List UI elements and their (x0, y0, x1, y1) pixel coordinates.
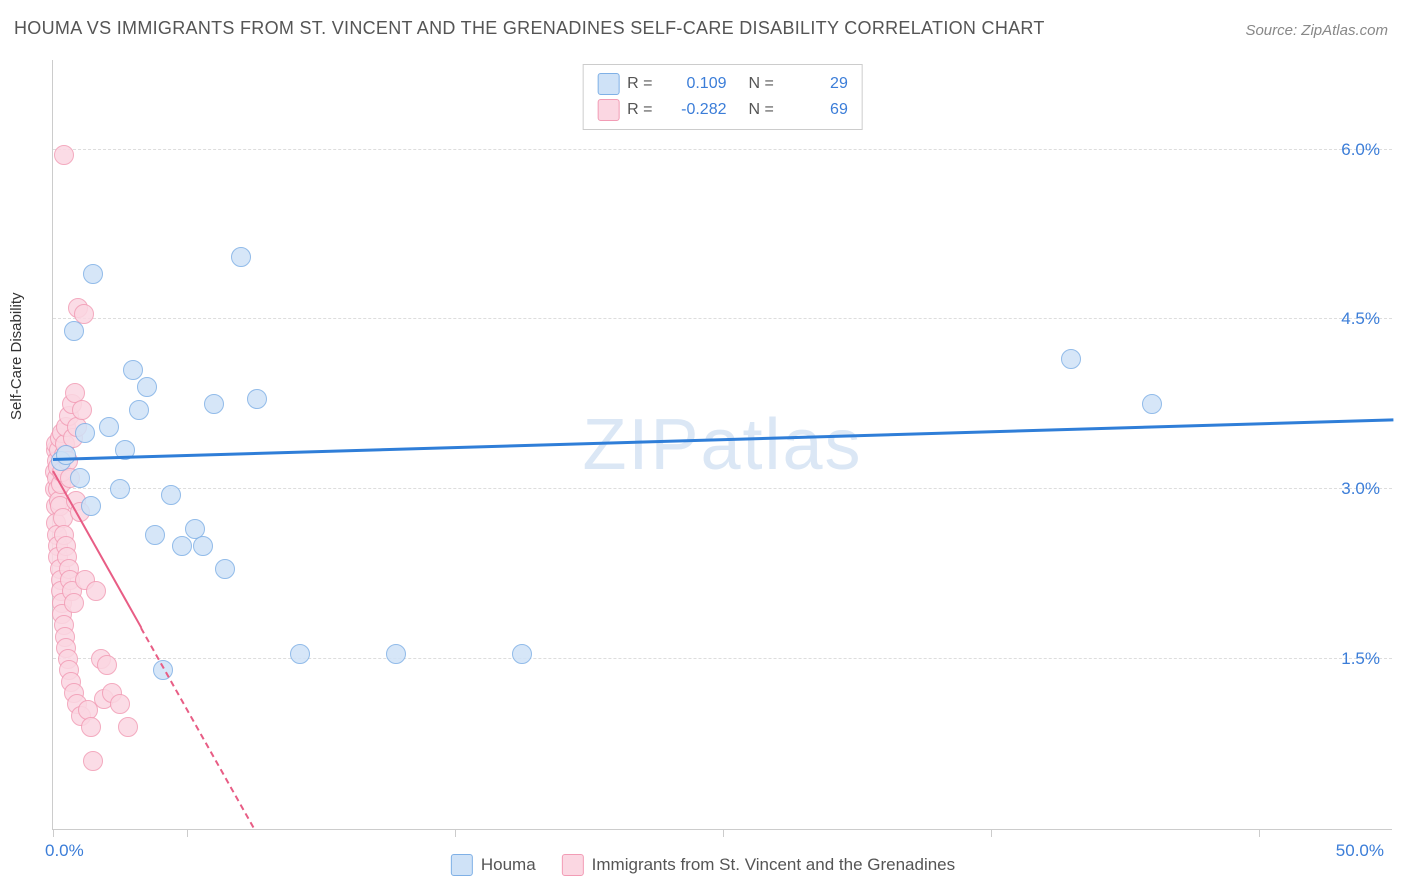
n-value-houma: 29 (788, 75, 848, 93)
legend-swatch-immigrants (597, 99, 619, 121)
data-point (129, 400, 149, 420)
y-tick-label: 6.0% (1341, 140, 1380, 160)
r-value-houma: 0.109 (667, 75, 727, 93)
data-point (137, 377, 157, 397)
y-axis-label: Self-Care Disability (8, 292, 25, 420)
data-point (99, 417, 119, 437)
data-point (70, 468, 90, 488)
x-tick (187, 829, 188, 837)
data-point (386, 644, 406, 664)
data-point (64, 321, 84, 341)
data-point (231, 247, 251, 267)
data-point (1142, 394, 1162, 414)
data-point (81, 717, 101, 737)
x-axis-min-label: 0.0% (45, 841, 84, 861)
legend-row-immigrants: R = -0.282 N = 69 (597, 97, 848, 123)
series-legend: Houma Immigrants from St. Vincent and th… (451, 854, 955, 876)
plot-area: ZIPatlas R = 0.109 N = 29 R = -0.282 N =… (52, 60, 1392, 830)
data-point (86, 581, 106, 601)
chart-title: HOUMA VS IMMIGRANTS FROM ST. VINCENT AND… (14, 18, 1045, 39)
y-tick-label: 3.0% (1341, 479, 1380, 499)
data-point (193, 536, 213, 556)
x-tick (1259, 829, 1260, 837)
x-tick (53, 829, 54, 837)
data-point (97, 655, 117, 675)
gridline (53, 488, 1392, 489)
data-point (54, 145, 74, 165)
data-point (215, 559, 235, 579)
legend-item-immigrants: Immigrants from St. Vincent and the Gren… (562, 854, 955, 876)
source-attribution: Source: ZipAtlas.com (1245, 22, 1388, 39)
data-point (123, 360, 143, 380)
r-label: R = (627, 101, 652, 119)
data-point (145, 525, 165, 545)
data-point (110, 694, 130, 714)
r-label: R = (627, 75, 652, 93)
data-point (56, 445, 76, 465)
data-point (110, 479, 130, 499)
data-point (75, 423, 95, 443)
correlation-legend: R = 0.109 N = 29 R = -0.282 N = 69 (582, 64, 863, 130)
data-point (1061, 349, 1081, 369)
n-label: N = (749, 75, 774, 93)
gridline (53, 149, 1392, 150)
x-tick (455, 829, 456, 837)
data-point (81, 496, 101, 516)
data-point (118, 717, 138, 737)
r-value-immigrants: -0.282 (667, 101, 727, 119)
data-point (172, 536, 192, 556)
n-value-immigrants: 69 (788, 101, 848, 119)
legend-label: Houma (481, 855, 536, 875)
gridline (53, 658, 1392, 659)
data-point (204, 394, 224, 414)
n-label: N = (749, 101, 774, 119)
watermark-text: ZIPatlas (582, 404, 862, 486)
legend-label: Immigrants from St. Vincent and the Gren… (592, 855, 955, 875)
y-tick-label: 1.5% (1341, 649, 1380, 669)
data-point (64, 593, 84, 613)
data-point (290, 644, 310, 664)
data-point (247, 389, 267, 409)
legend-swatch-icon (451, 854, 473, 876)
legend-swatch-houma (597, 73, 619, 95)
trend-line (53, 418, 1393, 461)
data-point (83, 751, 103, 771)
data-point (512, 644, 532, 664)
legend-item-houma: Houma (451, 854, 536, 876)
gridline (53, 318, 1392, 319)
y-tick-label: 4.5% (1341, 309, 1380, 329)
legend-row-houma: R = 0.109 N = 29 (597, 71, 848, 97)
data-point (72, 400, 92, 420)
legend-swatch-icon (562, 854, 584, 876)
data-point (161, 485, 181, 505)
x-tick (723, 829, 724, 837)
data-point (83, 264, 103, 284)
chart-container: HOUMA VS IMMIGRANTS FROM ST. VINCENT AND… (0, 0, 1406, 892)
x-tick (991, 829, 992, 837)
x-axis-max-label: 50.0% (1336, 841, 1384, 861)
